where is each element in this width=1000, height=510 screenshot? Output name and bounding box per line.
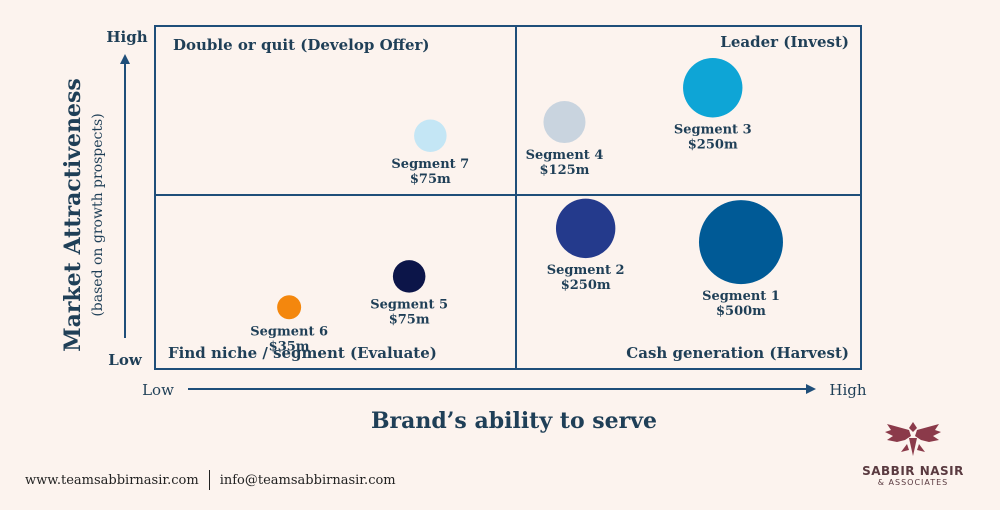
- bubble-segment-2: [555, 198, 616, 259]
- footer-divider: [208, 470, 210, 490]
- eagle-icon: [885, 422, 941, 456]
- bubble-segment-4: [543, 101, 586, 144]
- x-axis-high-label: High: [829, 381, 866, 399]
- bubble-segment-6: [277, 295, 302, 320]
- chart-frame: [154, 25, 862, 370]
- x-axis-low-label: Low: [142, 381, 174, 399]
- quadrant-top-left-label: Double or quit (Develop Offer): [173, 36, 430, 54]
- bubble-value-segment-6: $35m: [269, 339, 310, 354]
- y-axis-low-label: Low: [108, 351, 143, 369]
- email-link[interactable]: info@teamsabbirnasir.com: [219, 472, 396, 488]
- x-axis-arrowhead: [806, 384, 816, 394]
- bubble-label-segment-1: Segment 1: [702, 289, 780, 304]
- quadrant-bottom-left-label: Find niche / segment (Evaluate): [168, 344, 437, 362]
- quadrant-top-right-label: Leader (Invest): [720, 33, 849, 51]
- website-link[interactable]: www.teamsabbirnasir.com: [25, 472, 199, 488]
- y-axis-title: Market Attractiveness: [60, 78, 86, 352]
- brand-logo: SABBIR NASIR & ASSOCIATES: [858, 418, 968, 487]
- bubble-value-segment-1: $500m: [716, 304, 766, 319]
- x-axis-title: Brand’s ability to serve: [371, 408, 657, 434]
- y-axis-arrowhead: [120, 54, 130, 64]
- bubble-segment-3: [683, 58, 743, 118]
- footer: www.teamsabbirnasir.com info@teamsabbirn…: [25, 470, 396, 490]
- bubble-value-segment-5: $75m: [389, 313, 430, 328]
- bubble-segment-7: [414, 119, 447, 153]
- y-axis-high-label: High: [106, 28, 147, 46]
- brand-name: SABBIR NASIR: [862, 464, 964, 478]
- bubble-value-segment-3: $250m: [688, 137, 738, 152]
- bubble-value-segment-7: $75m: [410, 172, 451, 187]
- bubble-label-segment-4: Segment 4: [526, 148, 604, 163]
- y-axis-subtitle: (based on growth prospects): [90, 113, 106, 316]
- brand-subtitle: & ASSOCIATES: [877, 478, 949, 487]
- bubble-value-segment-4: $125m: [540, 163, 590, 178]
- bubble-segment-5: [392, 260, 426, 293]
- bubble-label-segment-5: Segment 5: [370, 298, 448, 313]
- quadrant-bottom-right-label: Cash generation (Harvest): [626, 344, 849, 362]
- bubble-segment-1: [698, 200, 783, 285]
- bubble-label-segment-2: Segment 2: [547, 263, 625, 278]
- bubble-label-segment-6: Segment 6: [250, 324, 328, 339]
- bubble-label-segment-3: Segment 3: [674, 122, 752, 137]
- bubble-value-segment-2: $250m: [561, 278, 611, 293]
- bubble-label-segment-7: Segment 7: [391, 157, 469, 172]
